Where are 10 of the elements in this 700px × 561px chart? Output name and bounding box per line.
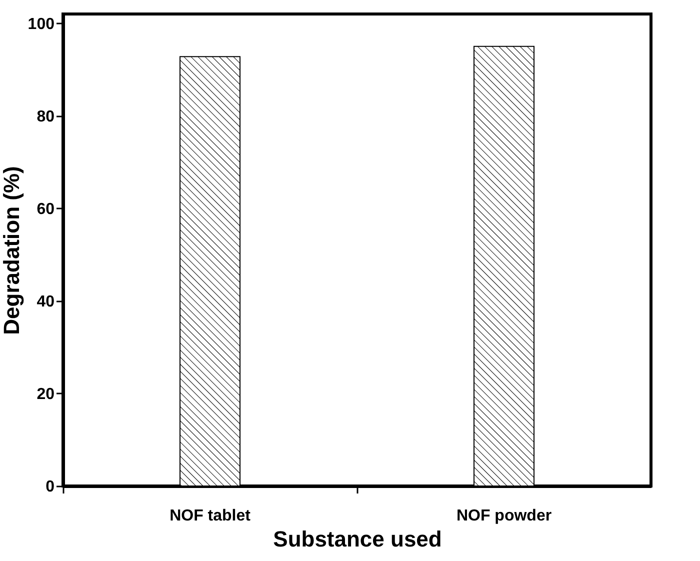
- y-tick-label: 20: [36, 386, 55, 403]
- y-tick-label: 0: [46, 478, 55, 496]
- y-tick-label: 80: [36, 108, 55, 126]
- y-tick-label: 100: [28, 16, 55, 33]
- y-axis-title: Degradation (%): [0, 166, 24, 335]
- x-axis-title: Substance used: [273, 526, 442, 552]
- y-tick-label: 60: [36, 200, 55, 218]
- x-tick-label: NOF powder: [456, 508, 552, 524]
- x-tick-label: NOF tablet: [170, 508, 252, 524]
- y-tick-label: 40: [36, 293, 55, 310]
